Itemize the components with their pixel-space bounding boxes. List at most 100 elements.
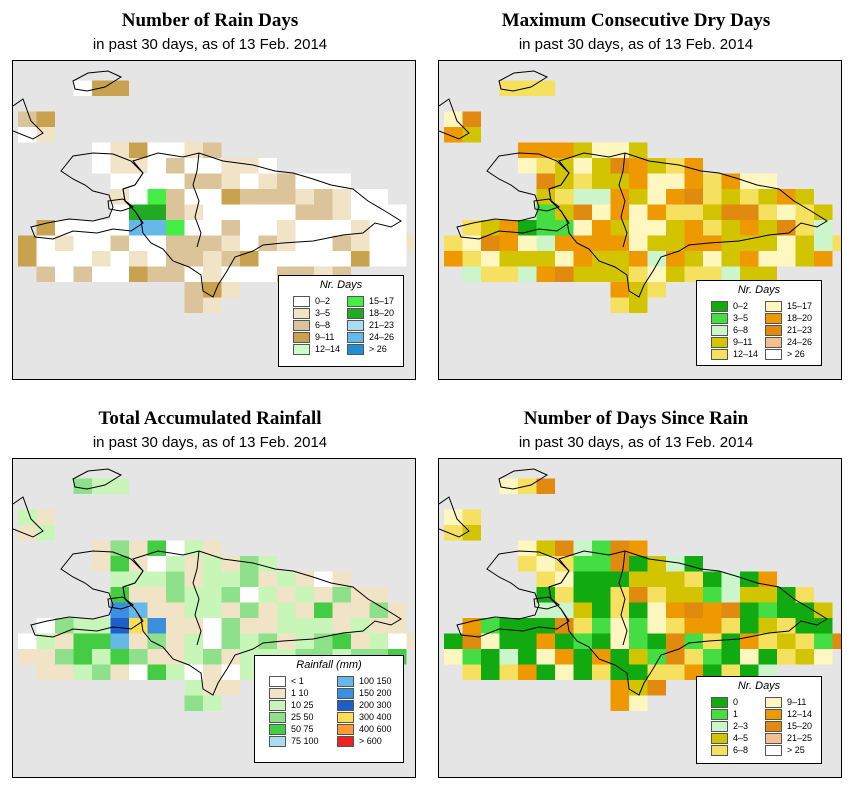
grid-cell <box>518 618 537 634</box>
grid-cell <box>647 680 666 696</box>
legend-label: 6–8 <box>315 320 331 330</box>
country-border <box>192 152 202 248</box>
grid-cell <box>92 142 111 158</box>
coastline <box>498 468 549 490</box>
grid-cell <box>666 664 685 680</box>
legend-label: 75 100 <box>291 736 319 746</box>
grid-cell <box>647 189 666 205</box>
coastline <box>107 198 135 212</box>
grid-cell <box>481 251 500 267</box>
grid-cell <box>110 478 129 494</box>
grid-cell <box>592 587 611 603</box>
legend-label: 0–2 <box>315 296 331 306</box>
grid-cell <box>610 189 629 205</box>
grid-cell <box>388 251 407 267</box>
legend-label: 24–26 <box>787 337 813 347</box>
grid-cell <box>536 173 555 189</box>
grid-cell <box>166 571 185 587</box>
legend-label: 18–20 <box>369 308 395 318</box>
grid-cell <box>314 251 333 267</box>
legend-label: 0 <box>733 697 739 707</box>
grid-cell <box>795 204 814 220</box>
grid-cell <box>184 556 203 572</box>
legend-swatch <box>711 733 728 744</box>
grid-cell <box>684 587 703 603</box>
grid-cell <box>536 142 555 158</box>
legend-label: 9–11 <box>787 697 807 707</box>
grid-cell <box>740 220 759 236</box>
grid-cell <box>369 189 388 205</box>
grid-cell <box>536 251 555 267</box>
coastline <box>548 152 828 298</box>
grid-cell <box>203 633 222 649</box>
legend-label: 18–20 <box>787 313 813 323</box>
grid-cell <box>184 680 203 696</box>
grid-cell <box>777 602 796 618</box>
grid-cell <box>129 556 148 572</box>
grid-cell <box>166 649 185 665</box>
grid-cell <box>369 602 388 618</box>
coastline <box>548 550 828 696</box>
grid-cell <box>332 235 351 251</box>
legend-swatch <box>711 325 728 336</box>
legend-label: 0–2 <box>733 301 749 311</box>
legend-label: 9–11 <box>315 332 335 342</box>
grid-cell <box>295 220 314 236</box>
legend-swatch <box>347 320 364 331</box>
grid-cell <box>592 649 611 665</box>
grid-cell <box>55 618 74 634</box>
grid-cell <box>684 158 703 174</box>
grid-cell <box>684 556 703 572</box>
grid-cell <box>147 618 166 634</box>
grid-cell <box>814 602 833 618</box>
grid-cell <box>332 189 351 205</box>
coastline <box>439 496 470 538</box>
legend-label: 15–17 <box>369 296 395 306</box>
grid-cell <box>777 251 796 267</box>
grid-cell <box>277 204 296 220</box>
grid-cell <box>555 540 574 556</box>
grid-cell <box>110 204 129 220</box>
grid-cell <box>647 158 666 174</box>
grid-cell <box>110 158 129 174</box>
country-border <box>618 152 628 248</box>
grid-cell <box>518 664 537 680</box>
grid-cell <box>573 649 592 665</box>
coastline <box>533 596 561 610</box>
legend-swatch <box>293 344 310 355</box>
grid-cell <box>388 204 407 220</box>
grid-cell <box>462 266 481 282</box>
grid-cell <box>184 282 203 298</box>
legend-label: 50 75 <box>291 724 314 734</box>
grid-cell <box>221 664 240 680</box>
grid-cell <box>369 220 388 236</box>
grid-cell <box>703 189 722 205</box>
grid-cell <box>369 251 388 267</box>
panel-rain-days: Number of Rain Days in past 30 days, as … <box>0 0 420 390</box>
legend-swatch <box>765 697 782 708</box>
grid-cell <box>277 189 296 205</box>
legend-swatch <box>711 697 728 708</box>
grid-cell <box>462 664 481 680</box>
grid-cell <box>444 509 463 525</box>
grid-cell <box>592 633 611 649</box>
grid-cell <box>258 587 277 603</box>
grid-cell <box>721 618 740 634</box>
grid-cell <box>573 220 592 236</box>
grid-cell <box>332 251 351 267</box>
grid-cell <box>573 266 592 282</box>
grid-cell <box>462 220 481 236</box>
grid-cell <box>666 618 685 634</box>
legend-swatch <box>337 676 354 687</box>
legend: Nr. Days 0 1 2–3 4–5 6–8 9–11 12–14 15–20 21–25 >… <box>696 676 822 764</box>
grid-cell <box>758 204 777 220</box>
grid-cell <box>814 649 833 665</box>
grid-cell <box>555 158 574 174</box>
grid-cell <box>573 556 592 572</box>
grid-cell <box>444 251 463 267</box>
map-total-rainfall <box>12 458 416 778</box>
grid-cell <box>647 556 666 572</box>
grid-cell <box>166 173 185 189</box>
grid-cell <box>258 633 277 649</box>
legend-label: > 26 <box>369 344 387 354</box>
